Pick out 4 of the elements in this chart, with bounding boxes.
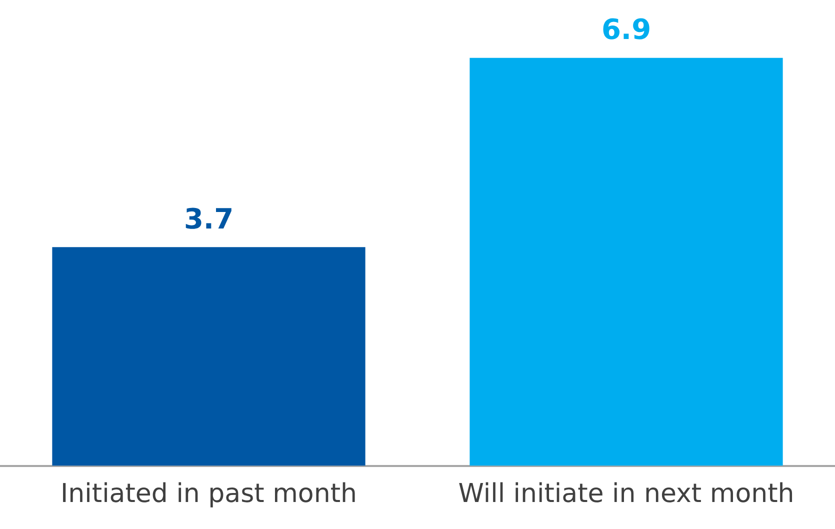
data-label: 6.9 xyxy=(601,13,652,46)
data-label: 3.7 xyxy=(184,202,234,236)
x-tick-label: Initiated in past month xyxy=(60,479,357,510)
x-tick-label: Will initiate in next month xyxy=(458,479,794,510)
